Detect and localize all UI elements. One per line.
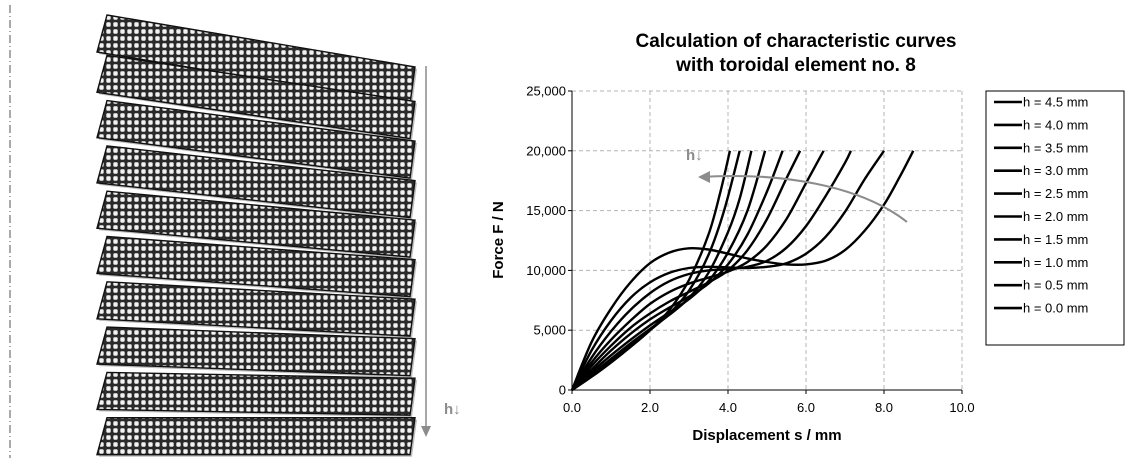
x-tick-label: 0.0 — [563, 400, 581, 415]
axes — [571, 91, 962, 391]
toroidal-element — [96, 145, 416, 219]
chart-title-line1: Calculation of characteristic curves — [635, 31, 956, 52]
chart-annotation-h: h↓ — [686, 147, 703, 164]
legend-box — [985, 90, 1125, 346]
y-tick-label: 25,000 — [526, 84, 566, 99]
y-tick-label: 15,000 — [526, 203, 566, 218]
toroidal-element — [96, 99, 416, 179]
series-line — [571, 150, 732, 391]
h-direction-arrow — [699, 174, 908, 223]
y-tick-label: 0 — [559, 383, 566, 398]
legend-label: h = 4.0 mm — [1023, 117, 1088, 132]
series-line — [570, 150, 915, 391]
grid — [568, 90, 963, 394]
y-tick-label: 5,000 — [533, 323, 566, 338]
chart-title-line2: with toroidal element no. 8 — [675, 55, 916, 76]
h-direction-arrowhead — [698, 171, 710, 183]
x-tick-label: 2.0 — [641, 400, 659, 415]
series-lines — [570, 150, 915, 391]
legend: h = 4.5 mm h = 4.0 mm h = 3.5 mm h = 3.0 mm… — [994, 95, 1088, 316]
legend-label: h = 0.5 mm — [1023, 278, 1088, 293]
h-arrow-head — [421, 426, 431, 437]
h-arrow-label: h↓ — [444, 401, 461, 418]
x-tick-label: 8.0 — [875, 400, 893, 415]
element-group — [96, 14, 417, 457]
toroidal-element — [96, 326, 416, 377]
y-tick-labels: 0 5,000 10,000 15,000 20,000 25,000 — [526, 84, 566, 398]
toroidal-element — [96, 54, 416, 140]
legend-label: h = 4.5 mm — [1023, 95, 1088, 110]
x-tick-label: 4.0 — [719, 400, 737, 415]
x-tick-labels: 0.0 2.0 4.0 6.0 8.0 10.0 — [563, 400, 975, 415]
legend-label: h = 0.0 mm — [1023, 301, 1088, 316]
series-line — [570, 150, 885, 391]
y-tick-label: 20,000 — [526, 143, 566, 158]
y-axis-label: Force F / N — [490, 201, 507, 279]
toroidal-element — [96, 371, 416, 416]
legend-label: h = 3.5 mm — [1023, 140, 1088, 155]
legend-label: h = 1.0 mm — [1023, 255, 1088, 270]
legend-label: h = 2.0 mm — [1023, 209, 1088, 224]
legend-label: h = 2.5 mm — [1023, 186, 1088, 201]
legend-label: h = 3.0 mm — [1023, 163, 1088, 178]
toroidal-element-stack: h↓ — [9, 5, 461, 458]
series-line — [571, 150, 825, 391]
y-tick-label: 10,000 — [526, 263, 566, 278]
toroidal-element — [96, 190, 416, 258]
toroidal-element — [96, 235, 416, 298]
x-tick-label: 10.0 — [949, 400, 974, 415]
toroidal-element — [96, 281, 416, 337]
legend-label: h = 1.5 mm — [1023, 232, 1088, 247]
toroidal-element-illustration: h↓ — [0, 0, 470, 463]
toroidal-element — [96, 417, 416, 456]
characteristic-curves-chart: Calculation of characteristic curves wit… — [490, 31, 1125, 444]
x-tick-label: 6.0 — [797, 400, 815, 415]
x-axis-label: Displacement s / mm — [692, 427, 841, 444]
chart-container: Calculation of characteristic curves wit… — [470, 0, 1128, 463]
